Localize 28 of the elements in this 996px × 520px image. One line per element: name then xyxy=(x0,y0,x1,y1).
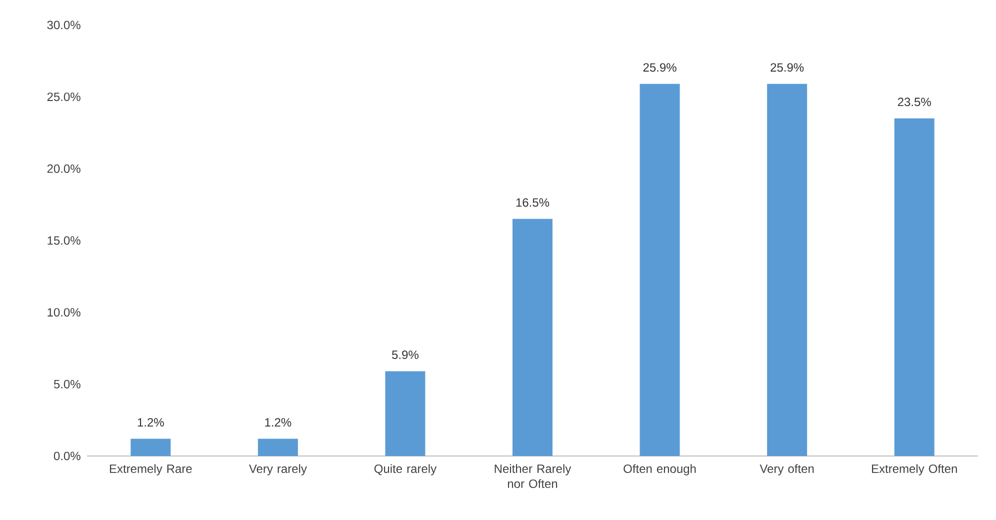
bar xyxy=(894,118,934,456)
x-tick-label: Extremely Often xyxy=(872,464,957,476)
x-tick-label: Often enough xyxy=(624,464,696,476)
x-tick-label: Extremely Rare xyxy=(110,464,192,476)
data-label: 5.9% xyxy=(392,350,418,360)
y-tick-label: 0.0% xyxy=(54,452,80,460)
x-tick-label: Quite rarely xyxy=(374,464,437,476)
y-tick-label: 25.0% xyxy=(47,92,80,102)
y-tick-label: 20.0% xyxy=(47,164,80,173)
data-label: 25.9% xyxy=(643,63,676,72)
bar xyxy=(258,438,298,456)
y-tick-label: 15.0% xyxy=(48,236,80,245)
data-label: 16.5% xyxy=(516,198,550,207)
x-tick-label: Very rarely xyxy=(248,464,307,476)
bar xyxy=(512,218,553,456)
data-label: 1.2% xyxy=(265,418,292,427)
x-tick-label: Very often xyxy=(760,464,814,476)
bar xyxy=(130,438,171,456)
y-tick-label: 10.0% xyxy=(48,308,80,317)
bar xyxy=(640,84,680,456)
y-tick-label: 5.0% xyxy=(54,380,80,388)
data-label: 1.2% xyxy=(138,418,164,427)
bar xyxy=(767,84,808,456)
x-tick-label: Neither Rarely nor Often xyxy=(494,464,572,488)
data-label: 23.5% xyxy=(898,98,931,106)
data-label: 25.9% xyxy=(770,63,804,72)
y-tick-label: 30.0% xyxy=(47,20,80,30)
bar xyxy=(385,371,426,456)
